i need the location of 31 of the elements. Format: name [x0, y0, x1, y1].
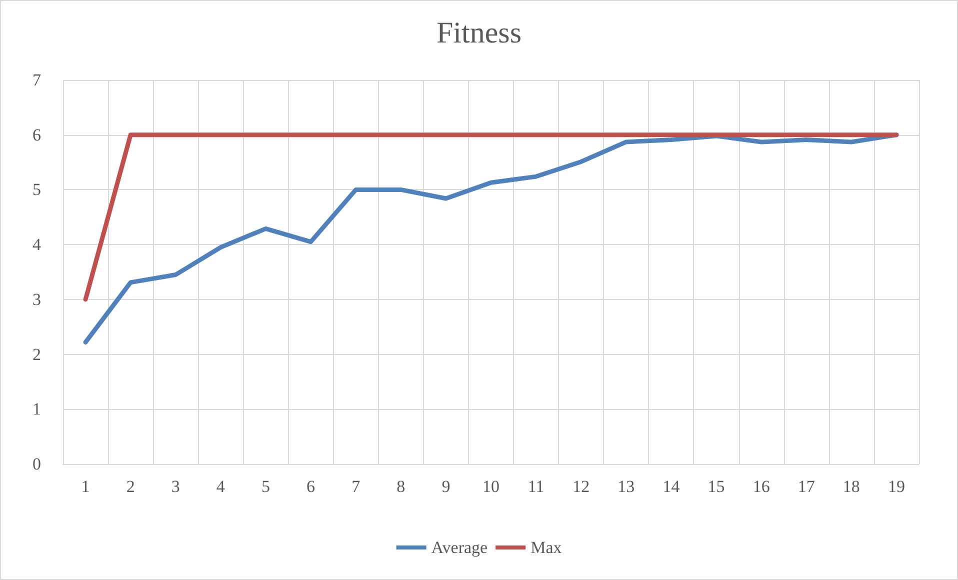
y-tick-label: 4 — [32, 235, 42, 254]
x-tick-label: 16 — [752, 477, 770, 496]
chart-title: Fitness — [436, 16, 522, 50]
y-tick-label: 0 — [32, 454, 41, 474]
x-tick-label: 8 — [396, 477, 406, 496]
x-tick-label: 3 — [171, 477, 180, 496]
x-tick-label: 5 — [261, 477, 270, 496]
x-tick-label: 9 — [442, 477, 450, 496]
y-tick-label: 3 — [32, 290, 41, 309]
line-series — [83, 132, 899, 344]
y-tick-label: 6 — [32, 125, 41, 144]
y-tick-label: 2 — [32, 344, 41, 364]
x-tick-label: 14 — [662, 477, 680, 496]
x-tick-label: 13 — [618, 477, 635, 496]
x-tick-label: 17 — [798, 477, 816, 496]
x-tick-label: 11 — [528, 477, 544, 496]
x-tick-label: 4 — [216, 477, 226, 496]
legend-label: Average — [431, 538, 488, 557]
x-tick-label: 12 — [572, 477, 590, 496]
y-tick-label: 7 — [32, 70, 42, 90]
x-tick-label: 1 — [81, 477, 90, 496]
y-tick-label: 1 — [32, 400, 41, 419]
x-tick-label: 18 — [842, 477, 860, 496]
x-tick-label: 15 — [708, 477, 725, 496]
y-tick-label: 5 — [32, 180, 41, 200]
x-tick-label: 19 — [888, 477, 905, 496]
x-tick-label: 2 — [126, 477, 135, 496]
legend-label: Max — [530, 538, 562, 557]
x-tick-label: 10 — [482, 477, 500, 496]
x-tick-label: 6 — [306, 477, 316, 496]
x-tick-label: 7 — [352, 477, 361, 496]
